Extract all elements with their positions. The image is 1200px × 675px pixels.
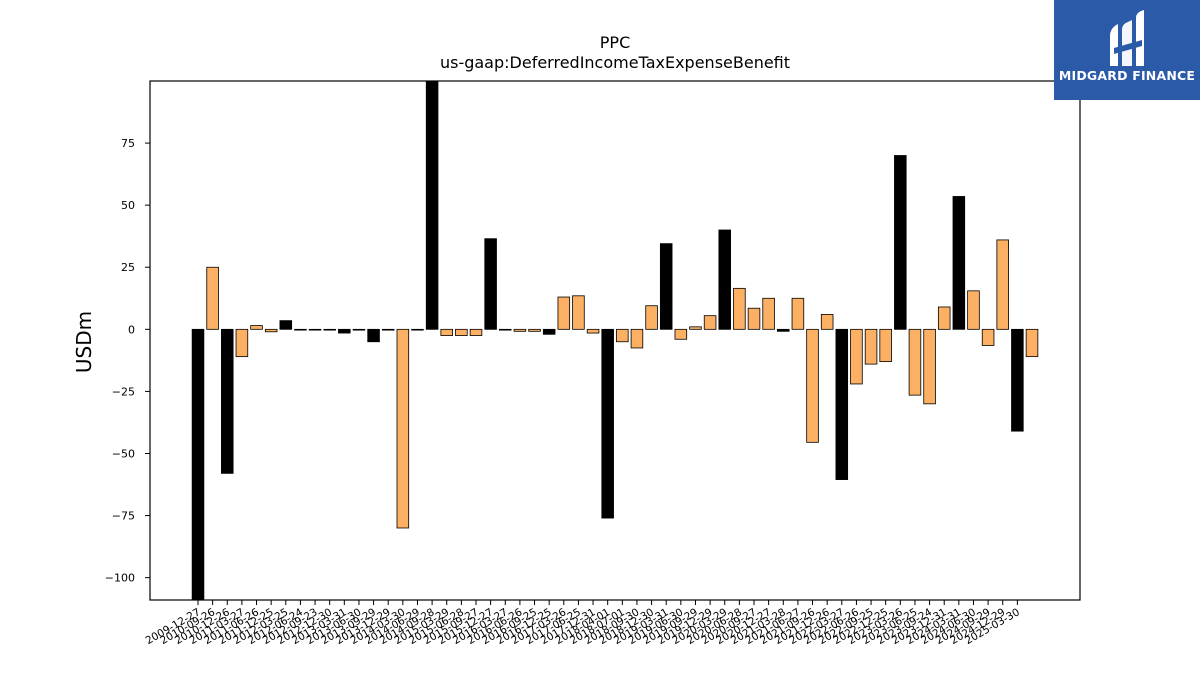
bar-2017-06-25: [572, 295, 585, 330]
brand-logo: MIDGARD FINANCE: [1054, 0, 1200, 100]
y-axis-label: USDm: [72, 310, 96, 374]
bar-2019-12-29: [703, 315, 717, 330]
bar-2012-03-25: [279, 320, 293, 330]
bar-2013-09-29: [367, 328, 380, 343]
bar-2022-12-25: [879, 328, 892, 363]
bar-2022-09-25: [864, 328, 878, 365]
y-tick-label: 50: [121, 199, 135, 212]
bar-2009-12-27: [191, 328, 205, 601]
bar-2016-06-26: [513, 328, 527, 332]
bar-2019-03-31: [659, 243, 673, 330]
bar-2010-09-26: [206, 266, 219, 330]
bar-2021-06-27: [791, 297, 805, 330]
bar-2018-07-01: [616, 328, 629, 343]
chart-subtitle: us-gaap:DeferredIncomeTaxExpenseBenefit: [439, 53, 791, 72]
bar-2025-03-30: [1011, 328, 1024, 432]
bar-2023-12-31: [937, 306, 951, 330]
bar-2011-12-25: [264, 328, 278, 333]
bar-2019-06-30: [674, 328, 688, 340]
bar-2020-06-28: [733, 287, 746, 330]
bar-2014-09-28: [425, 80, 439, 330]
bar-2011-06-26: [250, 325, 263, 330]
bar-2011-03-27: [235, 328, 249, 358]
bar-2014-06-29: [411, 328, 424, 331]
bar-2020-03-29: [718, 229, 731, 330]
bar-2020-12-27: [762, 297, 775, 330]
bar-2015-03-29: [440, 328, 453, 336]
y-tick-label: −100: [105, 572, 135, 585]
bar-2024-09-29: [981, 328, 995, 346]
bar-2018-09-30: [630, 328, 644, 349]
bars-group: [191, 80, 1039, 601]
bar-2022-03-27: [835, 328, 849, 480]
bar-2013-12-29: [381, 328, 395, 331]
bar-2015-09-27: [469, 328, 483, 336]
bar-2023-03-26: [894, 155, 907, 330]
bar-2018-12-30: [645, 305, 658, 330]
bar-2021-09-26: [806, 328, 819, 443]
bar-2012-06-24: [294, 328, 307, 331]
bar-2024-06-30: [967, 290, 980, 330]
bar-2022-06-26: [850, 328, 863, 385]
y-tick-label: −50: [112, 447, 135, 460]
bar-2023-09-24: [923, 328, 936, 405]
bar-2012-12-30: [323, 328, 336, 331]
bar-2024-12-29: [996, 239, 1009, 330]
bar-2016-03-27: [499, 328, 512, 331]
bar-2023-06-25: [908, 328, 922, 396]
bar-2019-09-29: [689, 326, 702, 330]
bar-2012-09-23: [308, 328, 322, 331]
bar-2013-03-31: [338, 328, 351, 334]
bar-2016-12-25: [542, 328, 556, 335]
y-tick-label: −75: [112, 510, 135, 523]
y-tick-label: 75: [121, 137, 135, 150]
bar-2021-03-28: [777, 328, 790, 332]
bar-2014-03-30: [396, 328, 410, 529]
bar-2015-12-27: [484, 238, 497, 330]
bar-2010-12-26: [221, 328, 234, 474]
logo-mark-icon: [1110, 10, 1144, 66]
chart-title: PPC: [599, 33, 631, 52]
bar-2016-09-25: [528, 328, 541, 332]
y-axis: −100 −75 −50 −25 0 25 50 75: [105, 137, 150, 585]
plot-frame: [149, 80, 1081, 601]
y-tick-label: 25: [121, 261, 135, 274]
bar-2020-09-27: [747, 307, 761, 330]
bar-2024-03-31: [952, 196, 966, 330]
y-tick-label: −25: [112, 385, 135, 398]
bar-2013-06-30: [352, 328, 366, 331]
bar-2015-06-28: [455, 328, 468, 336]
bar-extra-57: [1025, 328, 1039, 358]
x-axis: 2009-12-272010-09-262010-12-262011-03-27…: [144, 600, 1022, 647]
bar-2021-12-26: [820, 314, 834, 330]
bar-2018-04-01: [601, 328, 614, 519]
y-tick-label: 0: [128, 323, 135, 336]
logo-text: MIDGARD FINANCE: [1058, 68, 1196, 83]
bar-2017-03-26: [557, 296, 571, 330]
bar-2017-12-31: [586, 328, 600, 334]
